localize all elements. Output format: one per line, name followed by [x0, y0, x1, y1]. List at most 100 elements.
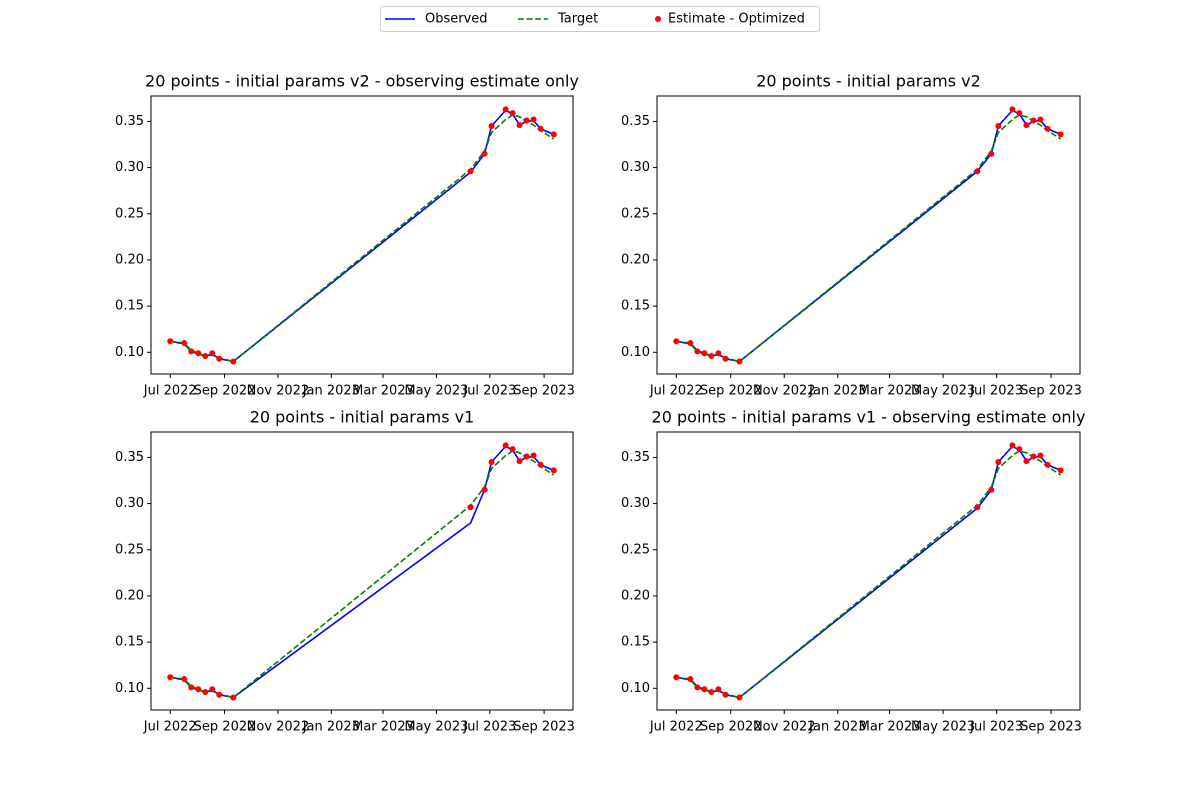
- estimate-point: [694, 348, 701, 355]
- legend-marker: [655, 16, 661, 22]
- estimate-point: [467, 504, 474, 511]
- y-tick-label: 0.35: [115, 114, 144, 129]
- x-tick-label: May 2023: [911, 384, 975, 399]
- estimate-point: [1023, 122, 1030, 129]
- x-tick-label: May 2023: [404, 720, 468, 735]
- estimate-point: [1057, 467, 1064, 474]
- y-tick-label: 0.20: [115, 252, 144, 267]
- x-tick-label: Sep 2023: [1020, 384, 1082, 399]
- x-tick-label: Mar 2023: [352, 720, 414, 735]
- estimate-point: [195, 350, 202, 357]
- observed-line: [676, 445, 1062, 699]
- x-tick-label: Nov 2022: [247, 384, 310, 399]
- estimate-point: [722, 691, 729, 698]
- estimate-point: [530, 116, 537, 123]
- y-tick-label: 0.35: [621, 450, 650, 465]
- estimate-point: [995, 123, 1002, 130]
- estimate-point: [687, 340, 694, 347]
- y-tick-label: 0.10: [115, 681, 144, 696]
- estimate-point: [167, 674, 174, 681]
- estimate-point: [195, 686, 202, 693]
- estimate-point: [1030, 453, 1037, 460]
- y-tick-label: 0.30: [115, 496, 144, 511]
- axes-frame: [150, 95, 574, 375]
- axes-frame: [656, 95, 1081, 375]
- estimate-point: [537, 125, 544, 132]
- estimate-point: [708, 688, 715, 695]
- estimate-point: [694, 684, 701, 691]
- estimate-point: [209, 350, 216, 357]
- estimate-point: [1016, 110, 1023, 117]
- axes-frame: [150, 431, 574, 711]
- estimate-point: [516, 122, 523, 129]
- y-tick-label: 0.15: [621, 635, 650, 650]
- target-line: [170, 114, 555, 363]
- observed-line: [170, 109, 555, 363]
- y-tick-label: 0.25: [621, 542, 650, 557]
- estimate-point: [1044, 125, 1051, 132]
- y-tick-label: 0.35: [621, 114, 650, 129]
- estimate-point: [488, 123, 495, 130]
- estimate-point: [995, 459, 1002, 466]
- y-tick-label: 0.10: [621, 681, 650, 696]
- estimate-point: [715, 350, 722, 357]
- estimate-point: [216, 355, 223, 362]
- x-tick-label: Mar 2023: [352, 384, 414, 399]
- estimate-point: [181, 676, 188, 683]
- estimate-point: [1037, 452, 1044, 459]
- x-tick-label: Jul 2022: [143, 384, 197, 399]
- legend-box: [380, 6, 820, 32]
- estimate-point: [1023, 458, 1030, 465]
- estimate-point: [202, 352, 209, 359]
- estimate-point: [722, 355, 729, 362]
- x-tick-label: Jul 2023: [969, 384, 1023, 399]
- y-tick-label: 0.10: [621, 345, 650, 360]
- estimate-point: [1057, 131, 1064, 138]
- x-tick-label: Sep 2023: [513, 720, 575, 735]
- target-line: [676, 450, 1062, 699]
- target-line: [170, 450, 555, 699]
- estimate-point: [230, 358, 237, 365]
- x-tick-label: Mar 2023: [859, 384, 921, 399]
- estimate-point: [1009, 106, 1016, 113]
- chart-title: 20 points - initial params v1: [250, 408, 475, 427]
- y-tick-label: 0.20: [621, 588, 650, 603]
- x-tick-label: Sep 2023: [1020, 720, 1082, 735]
- estimate-point: [550, 131, 557, 138]
- x-tick-label: Nov 2022: [753, 720, 816, 735]
- y-tick-label: 0.35: [115, 450, 144, 465]
- estimate-point: [181, 340, 188, 347]
- estimate-point: [488, 459, 495, 466]
- estimate-point: [188, 348, 195, 355]
- y-tick-label: 0.15: [115, 299, 144, 314]
- estimate-point: [701, 350, 708, 357]
- estimate-point: [715, 686, 722, 693]
- estimate-point: [516, 458, 523, 465]
- estimate-point: [701, 686, 708, 693]
- estimate-point: [209, 686, 216, 693]
- legend-label: Target: [557, 12, 598, 27]
- estimate-point: [202, 688, 209, 695]
- estimate-point: [673, 674, 680, 681]
- x-tick-label: Nov 2022: [753, 384, 816, 399]
- x-tick-label: Jul 2022: [649, 720, 703, 735]
- observed-line: [676, 109, 1062, 363]
- estimate-point: [502, 442, 509, 449]
- x-tick-label: May 2023: [404, 384, 468, 399]
- chart-title: 20 points - initial params v2 - observin…: [145, 72, 579, 91]
- estimate-point: [673, 338, 680, 345]
- axes-frame: [656, 431, 1081, 711]
- estimate-point: [467, 168, 474, 175]
- estimate-point: [530, 452, 537, 459]
- estimate-point: [974, 504, 981, 511]
- x-tick-label: May 2023: [911, 720, 975, 735]
- estimate-point: [1016, 446, 1023, 453]
- x-tick-label: Jul 2022: [649, 384, 703, 399]
- legend-label: Estimate - Optimized: [668, 12, 805, 27]
- y-tick-label: 0.15: [621, 299, 650, 314]
- y-tick-label: 0.25: [621, 206, 650, 221]
- y-tick-label: 0.20: [621, 252, 650, 267]
- x-tick-label: Jan 2023: [302, 384, 360, 399]
- estimate-point: [481, 486, 488, 493]
